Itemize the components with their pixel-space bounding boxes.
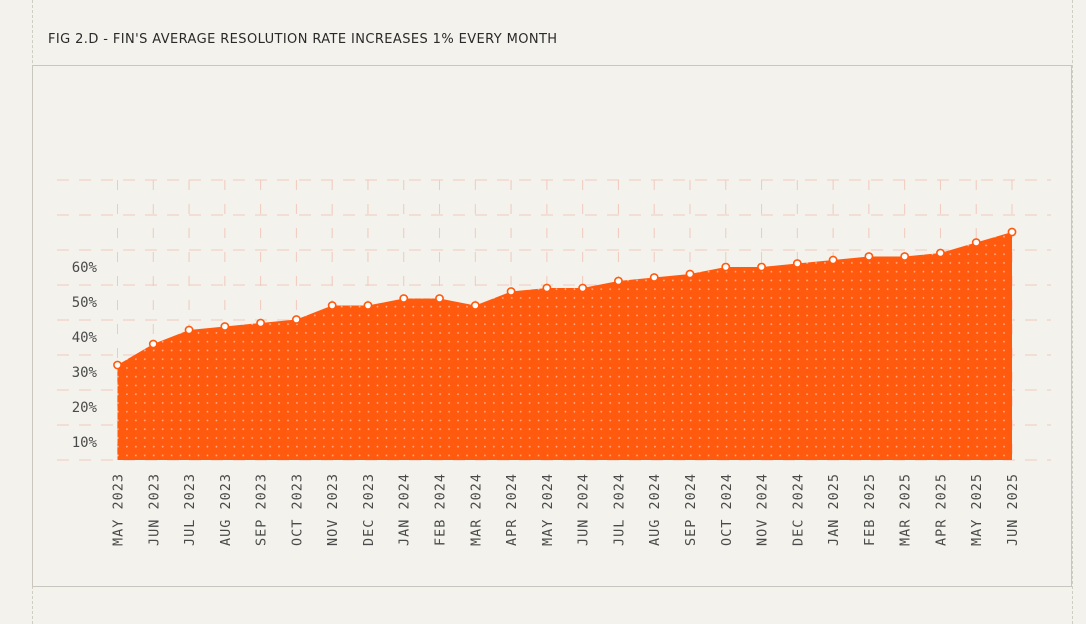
right-guide-line [1072, 0, 1073, 624]
x-tick-label: JUN 2024 [576, 473, 592, 546]
x-tick-label: AUG 2024 [647, 473, 663, 546]
x-tick-label: JUN 2023 [146, 473, 162, 546]
data-point [542, 283, 552, 293]
data-point [327, 301, 337, 310]
data-point [685, 269, 695, 279]
x-tick-label: FEB 2024 [433, 473, 449, 546]
x-tick-label: JAN 2024 [397, 473, 413, 546]
data-point [900, 252, 910, 261]
x-tick-label: APR 2025 [933, 473, 949, 546]
data-point [828, 255, 838, 265]
data-point [435, 294, 444, 303]
data-point [721, 262, 731, 272]
x-tick-label: MAY 2023 [111, 473, 127, 546]
data-point [864, 252, 874, 261]
x-tick-label: NOV 2024 [755, 473, 771, 546]
data-point [506, 287, 516, 296]
y-tick-label: 10% [72, 435, 98, 451]
x-tick-label: FEB 2025 [862, 473, 878, 546]
chart-panel: 10% 20% 30% 40% 50% 60% MAY 2023 JUN 2023 JUL 20… [32, 65, 1072, 587]
data-point [399, 294, 409, 303]
x-tick-label: DEC 2024 [790, 473, 806, 546]
y-tick-label: 60% [72, 260, 98, 276]
data-point [148, 339, 158, 349]
data-point [614, 276, 623, 286]
x-tick-label: JUL 2024 [611, 473, 627, 546]
y-tick-label: 30% [72, 365, 98, 381]
data-point [578, 283, 588, 293]
x-tick-label: MAR 2025 [898, 473, 914, 546]
x-tick-label: MAY 2024 [540, 473, 556, 546]
data-point [757, 262, 766, 272]
x-tick-label: APR 2024 [504, 473, 520, 546]
x-tick-label: SEP 2024 [683, 473, 699, 546]
x-tick-label: JUN 2025 [1005, 473, 1021, 546]
y-tick-label: 20% [72, 400, 98, 416]
data-point [291, 315, 301, 324]
data-point [936, 248, 945, 258]
data-point [470, 301, 480, 310]
data-point [220, 322, 230, 331]
x-tick-label: MAY 2025 [969, 473, 985, 546]
x-tick-label: JUL 2023 [182, 473, 198, 546]
area-chart: 10% 20% 30% 40% 50% 60% MAY 2023 JUN 2023 JUL 20… [57, 179, 1051, 546]
data-point [113, 360, 122, 370]
x-tick-label: MAR 2024 [468, 473, 484, 546]
data-point [256, 318, 266, 328]
x-tick-label: NOV 2023 [325, 473, 341, 546]
x-tick-label: OCT 2024 [719, 473, 735, 546]
data-point [971, 238, 981, 247]
x-tick-label: OCT 2023 [289, 473, 305, 546]
x-tick-label: AUG 2023 [218, 473, 234, 546]
y-tick-label: 40% [72, 330, 98, 346]
data-point [649, 273, 659, 282]
x-tick-label: DEC 2023 [361, 473, 377, 546]
resolution-area [117, 232, 1012, 460]
data-point [184, 325, 194, 335]
figure-title: FIG 2.D - FIN'S AVERAGE RESOLUTION RATE … [48, 32, 558, 47]
x-tick-label: SEP 2023 [254, 473, 270, 546]
y-tick-label: 50% [72, 295, 98, 311]
data-point [792, 259, 802, 268]
data-point [1007, 227, 1017, 237]
data-point [363, 301, 373, 310]
x-tick-label: JAN 2025 [826, 473, 842, 546]
